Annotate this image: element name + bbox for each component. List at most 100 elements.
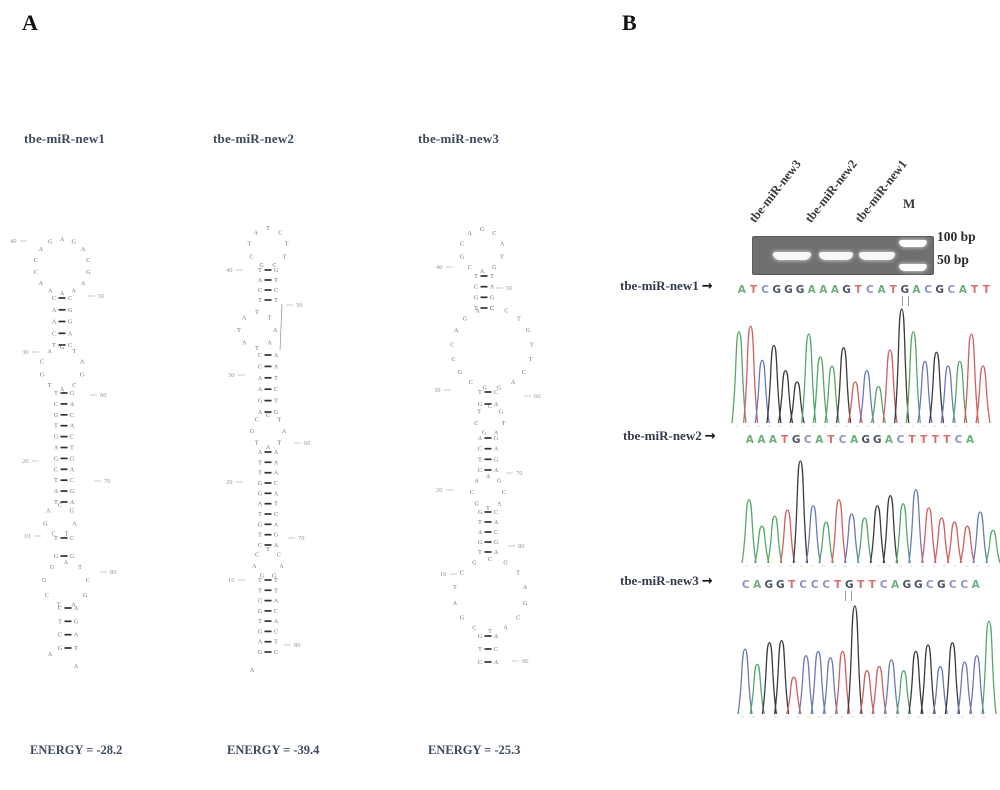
svg-text:G: G: [494, 457, 499, 463]
svg-text:A: A: [81, 281, 86, 287]
svg-text:G: G: [258, 609, 263, 615]
svg-text:G: G: [482, 431, 487, 437]
svg-text:T: T: [54, 424, 58, 430]
svg-text:G: G: [478, 634, 483, 640]
sequence-base: G: [861, 434, 871, 446]
svg-text:G: G: [258, 399, 263, 405]
svg-text:A: A: [258, 450, 263, 456]
svg-text:A: A: [64, 560, 69, 566]
svg-text:C: C: [58, 606, 62, 612]
svg-text:A: A: [70, 500, 75, 506]
sequence-base: A: [745, 434, 754, 446]
svg-text:G: G: [54, 554, 59, 560]
svg-text:G: G: [458, 370, 463, 376]
svg-text:T: T: [258, 578, 262, 584]
svg-text:T: T: [474, 274, 478, 280]
svg-text:A: A: [80, 360, 85, 366]
sequence-base: C: [799, 579, 808, 591]
right-arrow-icon: →: [701, 574, 713, 589]
svg-text:A: A: [48, 349, 53, 355]
sequence-base: G: [842, 284, 851, 296]
svg-text:T: T: [52, 343, 56, 349]
svg-text:C: C: [258, 353, 262, 359]
svg-text:T: T: [516, 571, 520, 577]
svg-text:80: 80: [518, 543, 525, 550]
svg-text:C: C: [494, 390, 498, 396]
svg-text:C: C: [52, 331, 56, 337]
svg-text:A: A: [490, 285, 495, 291]
svg-text:C: C: [34, 270, 38, 276]
structure-3-name: tbe-miR-new3: [418, 131, 500, 146]
svg-text:T: T: [474, 306, 478, 312]
svg-text:A: A: [274, 471, 279, 477]
svg-text:T: T: [500, 255, 504, 261]
svg-text:C: C: [494, 647, 498, 653]
svg-text:A: A: [274, 364, 279, 370]
svg-text:A: A: [475, 479, 480, 485]
svg-text:T: T: [237, 328, 241, 334]
svg-text:50: 50: [506, 285, 513, 292]
svg-text:A: A: [54, 446, 59, 452]
svg-text:G: G: [58, 646, 63, 652]
svg-text:A: A: [494, 520, 499, 526]
svg-text:A: A: [70, 424, 75, 430]
svg-text:C: C: [51, 532, 55, 538]
sequence-base: T: [889, 284, 897, 296]
svg-text:G: G: [258, 650, 263, 656]
svg-text:A: A: [274, 543, 279, 549]
sequence-label-text: tbe-miR-new3: [620, 573, 699, 588]
svg-text:C: C: [249, 255, 253, 261]
svg-text:C: C: [255, 552, 259, 558]
svg-text:A: A: [494, 634, 499, 640]
svg-text:A: A: [453, 601, 458, 607]
svg-text:A: A: [497, 501, 502, 507]
svg-text:A: A: [48, 288, 53, 294]
sequence-base: A: [971, 579, 980, 591]
svg-text:G: G: [43, 521, 48, 527]
svg-text:C: C: [277, 552, 281, 558]
svg-text:G: G: [54, 413, 59, 419]
sequence-base: G: [913, 579, 923, 591]
svg-text:C: C: [490, 306, 494, 312]
gel-marker-band-50bp: [899, 264, 927, 271]
svg-text:A: A: [39, 281, 44, 287]
svg-text:A: A: [81, 247, 86, 253]
svg-text:T: T: [258, 512, 262, 518]
svg-text:A: A: [52, 308, 57, 314]
svg-text:T: T: [478, 390, 482, 396]
svg-text:T: T: [478, 550, 482, 556]
sequence-base: C: [925, 579, 934, 591]
svg-text:C: C: [450, 342, 454, 348]
chromatogram-new3: [737, 605, 997, 718]
svg-text:80: 80: [294, 642, 301, 649]
svg-text:C: C: [272, 263, 276, 269]
gel-image: [752, 236, 934, 275]
gel-marker-band-100bp: [899, 240, 927, 247]
svg-text:T: T: [274, 399, 278, 405]
svg-text:A: A: [258, 387, 263, 393]
marker-lane-label: M: [903, 196, 916, 211]
svg-text:G: G: [478, 510, 483, 516]
svg-text:T: T: [530, 342, 534, 348]
sequence-base: T: [982, 284, 990, 296]
svg-text:30: 30: [434, 387, 441, 394]
svg-text:C: C: [472, 625, 476, 631]
svg-text:G: G: [259, 263, 264, 269]
svg-text:C: C: [460, 571, 464, 577]
svg-text:C: C: [274, 481, 278, 487]
sequence-base: G: [936, 579, 946, 591]
svg-text:A: A: [258, 410, 263, 416]
svg-text:A: A: [70, 467, 75, 473]
svg-text:T: T: [247, 242, 251, 248]
svg-text:60: 60: [100, 392, 107, 399]
gel-band: [859, 252, 895, 260]
svg-text:40: 40: [226, 267, 233, 274]
svg-text:G: G: [526, 328, 531, 334]
svg-text:A: A: [46, 509, 51, 515]
sequence-base: G: [935, 284, 945, 296]
svg-text:A: A: [250, 668, 255, 674]
svg-text:A: A: [72, 288, 77, 294]
svg-text:A: A: [252, 564, 257, 570]
svg-text:A: A: [274, 491, 279, 497]
svg-text:T: T: [274, 578, 278, 584]
